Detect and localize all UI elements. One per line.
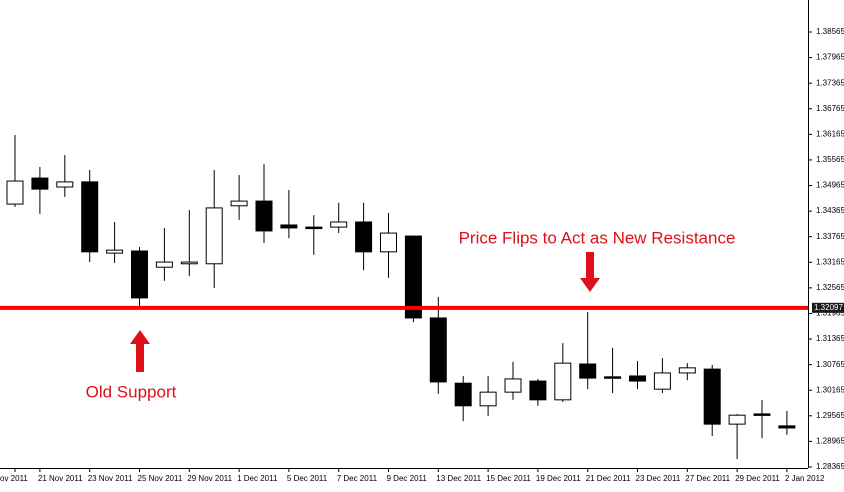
candle-body [205,207,223,265]
candle-body [653,372,671,390]
candle-body [728,414,746,425]
level-label: 1.32097 [814,303,843,312]
x-tick-label: 7 Dec 2011 [337,474,378,483]
candle-body [504,378,522,393]
y-tick-label: 1.32565 [816,283,844,292]
x-tick-label: ov 2011 [0,474,28,483]
x-tick-label: 19 Dec 2011 [536,474,581,483]
level-label-box [812,302,844,313]
y-tick-label: 1.28965 [816,437,844,446]
x-tick-label: 21 Dec 2011 [586,474,631,483]
x-tick-label: 23 Dec 2011 [636,474,681,483]
y-tick-label: 1.33165 [816,257,844,266]
candle-body [380,232,397,253]
candle-body [155,261,173,268]
candle-body [280,224,298,229]
candle-body [56,181,74,188]
x-tick-label: 15 Dec 2011 [486,474,531,483]
y-tick-label: 1.34965 [816,181,844,190]
y-tick-label: 1.28365 [816,462,844,471]
candle-body [479,391,497,407]
y-tick-label: 1.30165 [816,385,844,394]
candle-body [81,181,99,253]
candle-body [703,368,721,425]
candle-body [579,363,597,379]
arrow-up [130,330,150,372]
y-tick-label: 1.30765 [816,360,844,369]
y-tick-label: 1.36165 [816,129,844,138]
candle-body [255,200,273,232]
candle-body [330,221,348,228]
x-tick-label: 29 Dec 2011 [735,474,780,483]
y-tick-label: 1.37965 [816,53,844,62]
candle-body [31,177,49,190]
x-tick-label: 5 Dec 2011 [287,474,328,483]
y-tick-label: 1.34365 [816,206,844,215]
candle-body [529,380,547,401]
candle-body [778,425,796,429]
annotation: Old Support [86,382,177,401]
candle-body [180,261,198,265]
candle-body [629,375,646,382]
y-tick-label: 1.38565 [816,27,844,36]
y-tick-label: 1.35565 [816,155,844,164]
candle-body [106,249,124,254]
y-tick-label: 1.29565 [816,411,844,420]
y-tick-label: 1.33765 [816,232,844,241]
y-tick-label: 1.37365 [816,78,844,87]
candle-body [404,235,422,319]
candle-body [604,376,622,379]
x-tick-label: 13 Dec 2011 [436,474,481,483]
candle-body [230,200,248,207]
candle-body [6,180,24,205]
x-tick-label: 1 Dec 2011 [237,474,278,483]
candle-body [355,221,373,253]
candle-body [678,367,696,374]
candle-body [305,226,323,230]
x-tick-label: 9 Dec 2011 [387,474,428,483]
y-tick-label: 1.31365 [816,334,844,343]
x-tick-label: 21 Nov 2011 [38,474,83,483]
candle-body [554,362,572,401]
candle-body [429,317,447,383]
x-tick-label: 27 Dec 2011 [685,474,730,483]
x-tick-label: 25 Nov 2011 [138,474,183,483]
candle-body [753,413,771,416]
candle-body [454,382,472,407]
y-tick-label: 1.31965 [816,309,844,318]
arrow-down [580,252,600,292]
x-tick-label: 2 Jan 2012 [785,474,825,483]
annotation: Price Flips to Act as New Resistance [459,228,736,247]
x-tick-label: 29 Nov 2011 [187,474,232,483]
y-tick-label: 1.36765 [816,104,844,113]
x-tick-label: 23 Nov 2011 [88,474,133,483]
candle-body [131,250,148,299]
